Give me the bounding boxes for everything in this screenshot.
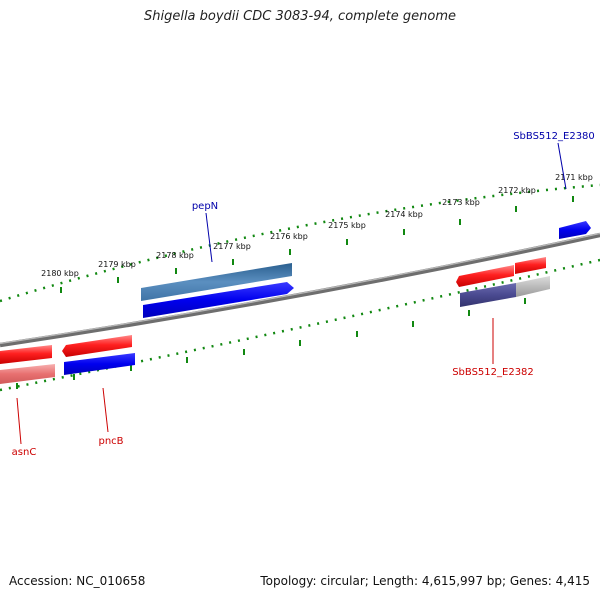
e2380-leader-line: [557, 142, 567, 190]
genome-backbone-highlight: [0, 232, 600, 345]
asnC-leader-line: [16, 397, 22, 445]
gene-reverse-gray[interactable]: [516, 276, 550, 297]
tick-label-2171: 2171 kbp: [555, 173, 593, 182]
label-SbBS512_E2382[interactable]: SbBS512_E2382: [452, 367, 534, 378]
inner-tick-ring: [0, 258, 600, 392]
tick-label-2174: 2174 kbp: [385, 210, 423, 219]
gene-pepN-forward[interactable]: [141, 263, 292, 301]
gene-forward-e2382a[interactable]: [456, 265, 514, 287]
tick-label-2177: 2177 kbp: [213, 242, 251, 251]
label-asnC[interactable]: asnC: [12, 447, 37, 458]
gene-pepN[interactable]: [143, 282, 294, 318]
label-SbBS512_E2380[interactable]: SbBS512_E2380: [513, 131, 595, 142]
gene-forward-left-edge[interactable]: [0, 345, 52, 364]
gene-asnC[interactable]: [0, 364, 55, 384]
pncB-leader-line: [102, 387, 109, 433]
gene-forward-e2382b[interactable]: [515, 257, 546, 274]
gene-SbBS512_E2380[interactable]: [559, 221, 591, 239]
tick-label-2180: 2180 kbp: [41, 269, 79, 278]
gene-pncB[interactable]: [64, 353, 135, 375]
accession-text: Accession: NC_010658: [9, 574, 146, 588]
tick-label-2172: 2172 kbp: [498, 186, 536, 195]
label-pepN[interactable]: pepN: [192, 201, 218, 212]
gene-SbBS512_E2382[interactable]: [460, 283, 516, 307]
genome-backbone: [0, 232, 600, 348]
tick-label-2178: 2178 kbp: [156, 251, 194, 260]
inner-major-ticks: [16, 298, 526, 389]
tick-label-2179: 2179 kbp: [98, 260, 136, 269]
tick-label-2175: 2175 kbp: [328, 221, 366, 230]
outer-major-ticks: [60, 196, 574, 293]
label-pncB[interactable]: pncB: [98, 436, 123, 447]
pepN-leader-line: [205, 212, 213, 263]
gene-forward-pncB-neighbor[interactable]: [62, 335, 132, 357]
outer-tick-ring: [0, 183, 600, 303]
genome-summary-text: Topology: circular; Length: 4,615,997 bp…: [260, 574, 590, 588]
map-title: Shigella boydii CDC 3083-94, complete ge…: [143, 9, 457, 24]
tick-label-2176: 2176 kbp: [270, 232, 308, 241]
tick-label-2173: 2173 kbp: [442, 198, 480, 207]
